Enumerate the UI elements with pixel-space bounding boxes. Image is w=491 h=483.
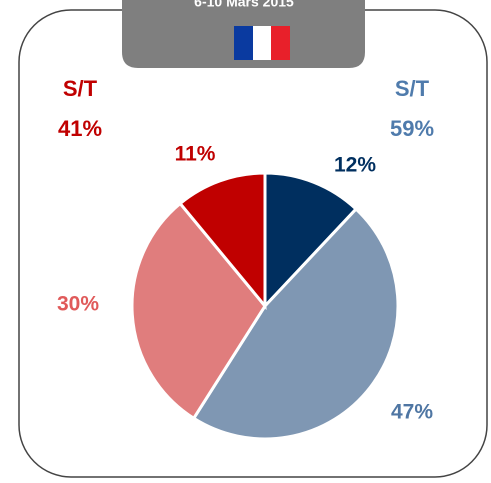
- annotation: S/T: [63, 76, 98, 101]
- pie-slice: [178, 171, 267, 311]
- data-label: 11%: [175, 143, 216, 166]
- pie-slice: [263, 171, 359, 310]
- pie-slice: [130, 201, 267, 421]
- chart-title: 6-10 Mars 2015: [194, 0, 294, 10]
- data-label: 47%: [391, 401, 433, 424]
- flag: [234, 26, 290, 60]
- pie-slice: [191, 206, 400, 441]
- data-label: 30%: [57, 293, 99, 316]
- annotation: 41%: [58, 116, 102, 141]
- data-label: 12%: [334, 154, 376, 177]
- annotation: S/T: [395, 76, 430, 101]
- annotation: 59%: [390, 116, 434, 141]
